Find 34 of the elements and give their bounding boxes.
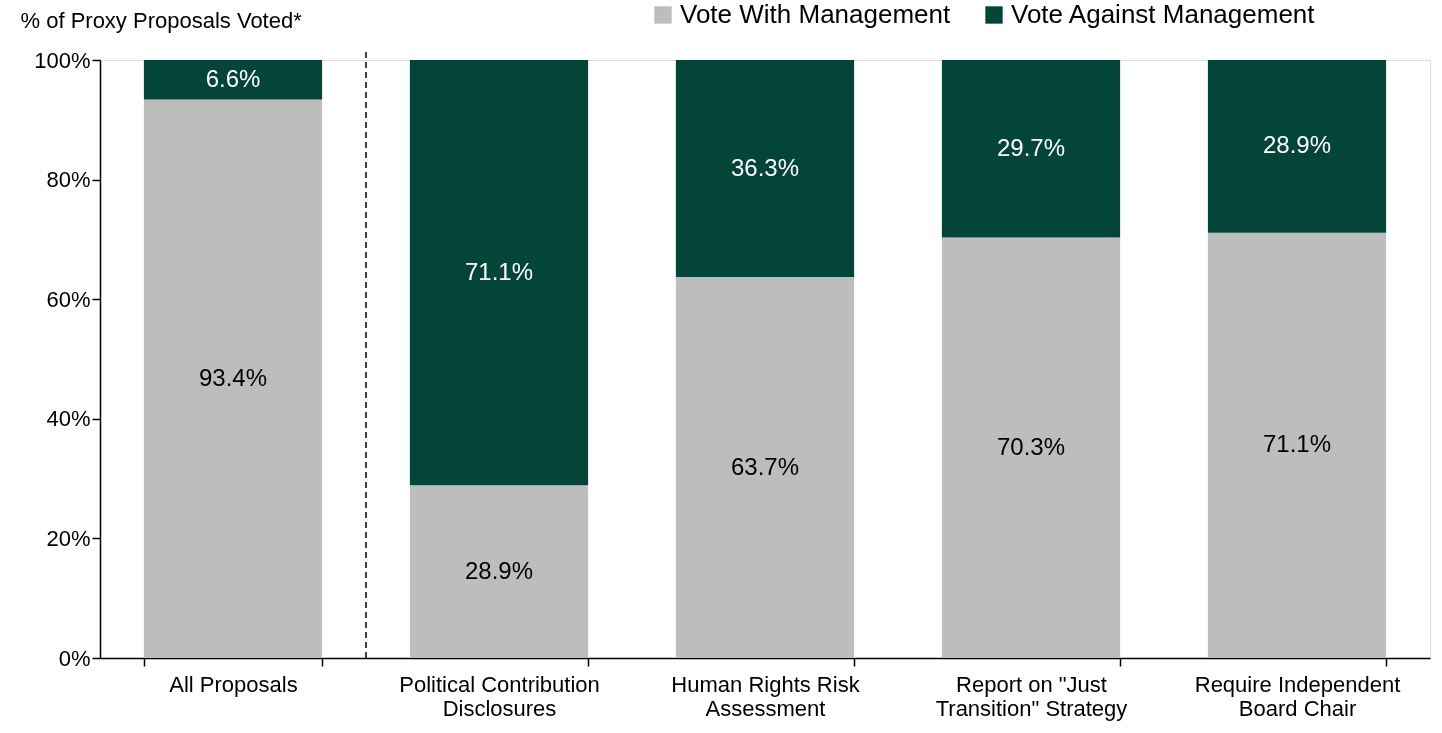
bar — [409, 60, 589, 486]
bar — [675, 277, 855, 658]
data-label: 28.9% — [464, 556, 534, 584]
legend-label: Vote With Management — [680, 0, 952, 29]
x-tick-label: All Proposals — [169, 671, 298, 697]
x-tick-label: Require Independent Board Chair — [1194, 671, 1401, 721]
bar — [143, 60, 323, 100]
x-tick-label: Human Rights Risk Assessment — [671, 671, 861, 721]
y-tick-label: 20% — [46, 525, 91, 551]
data-label: 28.9% — [1262, 131, 1332, 159]
x-tick-label: Political Contribution Disclosures — [399, 671, 600, 721]
bar — [1207, 60, 1387, 233]
x-tick-label: Report on "Just Transition" Strategy — [935, 671, 1128, 721]
data-label: 36.3% — [730, 153, 800, 181]
y-tick-label: 40% — [46, 406, 91, 432]
y-tick-label: 60% — [46, 286, 91, 312]
data-label: 29.7% — [996, 133, 1066, 161]
bar — [1207, 232, 1387, 658]
bar — [675, 60, 855, 278]
data-label: 71.1% — [1262, 430, 1332, 458]
bar — [409, 485, 589, 658]
bar — [143, 99, 323, 658]
y-tick-label: 80% — [46, 167, 91, 193]
data-label: 6.6% — [205, 64, 261, 92]
bar — [941, 60, 1121, 238]
y-axis-title: % of Proxy Proposals Voted* — [20, 7, 303, 33]
data-label: 71.1% — [464, 257, 534, 285]
y-tick-label: 0% — [58, 645, 91, 671]
data-label: 63.7% — [730, 452, 800, 480]
data-label: 93.4% — [198, 363, 268, 391]
y-tick-label: 100% — [34, 47, 91, 73]
bar — [941, 237, 1121, 658]
data-label: 70.3% — [996, 432, 1066, 460]
legend-label: Vote Against Management — [1011, 0, 1316, 29]
